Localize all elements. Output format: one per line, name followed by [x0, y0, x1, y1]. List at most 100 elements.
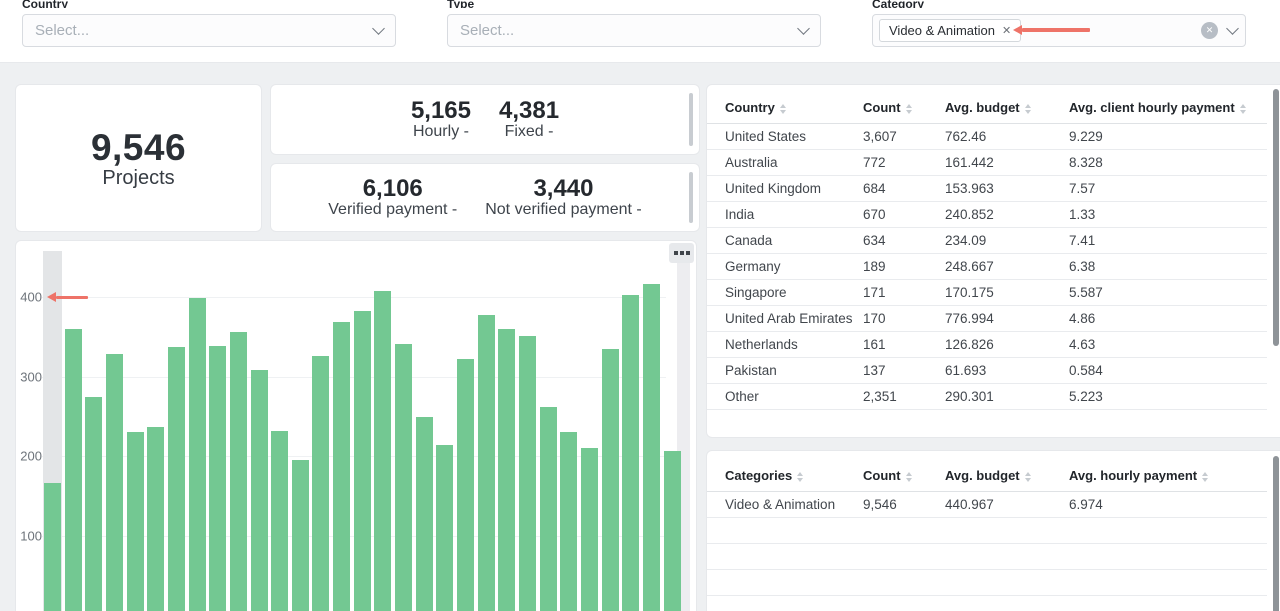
filter-group-type: Type Select...: [447, 0, 821, 47]
chart-bar[interactable]: [291, 460, 309, 611]
chart-bar[interactable]: [518, 336, 536, 611]
chart-bar[interactable]: [333, 321, 351, 611]
country-cell: 170: [863, 305, 945, 332]
category-select[interactable]: Video & Animation ✕ ✕: [872, 14, 1246, 47]
table-scrollbar[interactable]: [1273, 89, 1279, 346]
chart-bar[interactable]: [167, 347, 185, 611]
country-cell: Germany: [707, 253, 863, 280]
country-cell: 684: [863, 175, 945, 202]
chart-bar[interactable]: [415, 417, 433, 611]
verified-label: Verified payment -: [328, 201, 458, 219]
column-header-label: Count: [863, 100, 901, 116]
category-empty-row: [707, 595, 1267, 611]
category-header-1[interactable]: Count: [863, 461, 945, 492]
clear-select-icon[interactable]: ✕: [1201, 22, 1218, 39]
chart-menu-icon[interactable]: [669, 243, 694, 263]
verified-payment-card: 6,106 Verified payment - 3,440 Not verif…: [270, 163, 700, 232]
sort-icon: [1239, 103, 1247, 114]
verified-value: 6,106: [362, 174, 423, 202]
country-table-card: Country Count Avg. budget Avg. client hourl…: [706, 84, 1280, 438]
chart-bar[interactable]: [395, 344, 413, 611]
table-scrollbar[interactable]: [1273, 456, 1279, 611]
country-cell: Australia: [707, 149, 863, 176]
chart-bar[interactable]: [601, 348, 619, 611]
chart-bar[interactable]: [271, 430, 289, 611]
chart-bar[interactable]: [188, 297, 206, 611]
country-header-0[interactable]: Country: [707, 93, 863, 124]
hourly-stat: 5,165 Hourly -: [411, 98, 471, 141]
chart-bar[interactable]: [209, 346, 227, 611]
country-cell: Other: [707, 383, 863, 410]
category-header-3[interactable]: Avg. hourly payment: [1069, 461, 1267, 492]
chevron-down-icon: [1226, 22, 1239, 35]
chart-bar[interactable]: [374, 290, 392, 611]
chart-bar[interactable]: [560, 431, 578, 611]
country-cell: 170.175: [945, 279, 1069, 306]
country-cell: United States: [707, 123, 863, 150]
chart-bar[interactable]: [436, 445, 454, 611]
chart-bar[interactable]: [622, 294, 640, 611]
country-cell: 240.852: [945, 201, 1069, 228]
gridline: [42, 297, 666, 299]
chart-bar[interactable]: [147, 426, 165, 611]
fixed-value: 4,381: [499, 96, 560, 124]
filter-group-category: Category Video & Animation ✕ ✕: [872, 0, 1246, 47]
country-cell: 137: [863, 357, 945, 384]
category-empty-row: [707, 543, 1267, 570]
category-cell: 440.967: [945, 491, 1069, 518]
chart-bar[interactable]: [663, 450, 681, 611]
country-header-3[interactable]: Avg. client hourly payment: [1069, 93, 1267, 124]
category-header-0[interactable]: Categories: [707, 461, 863, 492]
country-row: Netherlands 161 126.826 4.63: [707, 331, 1267, 358]
column-header-label: Count: [863, 468, 901, 484]
chart-bar[interactable]: [64, 328, 82, 611]
country-row: India 670 240.852 1.33: [707, 201, 1267, 228]
chart-bar[interactable]: [250, 369, 268, 611]
country-cell: 1.33: [1069, 201, 1267, 228]
projects-total-value: 9,546: [90, 126, 187, 168]
country-select[interactable]: Select...: [22, 14, 396, 47]
chart-bar[interactable]: [539, 406, 557, 611]
country-header-2[interactable]: Avg. budget: [945, 93, 1069, 124]
country-header-1[interactable]: Count: [863, 93, 945, 124]
country-row: Canada 634 234.09 7.41: [707, 227, 1267, 254]
selected-category-tag[interactable]: Video & Animation ✕: [879, 19, 1022, 42]
type-select[interactable]: Select...: [447, 14, 821, 47]
category-header-2[interactable]: Avg. budget: [945, 461, 1069, 492]
remove-tag-icon[interactable]: ✕: [1002, 25, 1012, 37]
hourly-value: 5,165: [410, 96, 471, 124]
chart-bar[interactable]: [642, 284, 660, 611]
chart-bar[interactable]: [105, 354, 123, 611]
card-scrollbar[interactable]: [689, 172, 693, 223]
sort-icon: [905, 471, 913, 482]
filter-bar: Country Select... Type Select... Categor…: [0, 0, 1280, 63]
verified-stat: 6,106 Verified payment -: [328, 176, 457, 219]
chart-bar[interactable]: [580, 448, 598, 611]
country-cell: Netherlands: [707, 331, 863, 358]
category-empty-row: [707, 517, 1267, 544]
column-header-label: Avg. budget: [945, 100, 1020, 116]
chart-bar[interactable]: [85, 397, 103, 611]
country-cell: 0.584: [1069, 357, 1267, 384]
country-cell: 234.09: [945, 227, 1069, 254]
country-cell: 290.301: [945, 383, 1069, 410]
category-cell: 6.974: [1069, 491, 1267, 518]
card-scrollbar[interactable]: [689, 93, 693, 146]
chart-bar[interactable]: [312, 355, 330, 611]
chart-bar[interactable]: [477, 314, 495, 611]
country-cell: 670: [863, 201, 945, 228]
chart-bar[interactable]: [229, 332, 247, 611]
country-cell: 61.693: [945, 357, 1069, 384]
category-empty-row: [707, 569, 1267, 596]
country-cell: 762.46: [945, 123, 1069, 150]
country-cell: 4.86: [1069, 305, 1267, 332]
chart-bar[interactable]: [44, 482, 61, 611]
y-axis-tick-label: 400: [20, 289, 42, 305]
chart-bar[interactable]: [457, 359, 474, 611]
chart-bar[interactable]: [498, 328, 516, 611]
chart-bar[interactable]: [126, 432, 144, 611]
country-cell: 634: [863, 227, 945, 254]
chart-bar[interactable]: [353, 310, 371, 611]
country-cell: United Arab Emirates: [707, 305, 863, 332]
not-verified-value: 3,440: [533, 174, 594, 202]
